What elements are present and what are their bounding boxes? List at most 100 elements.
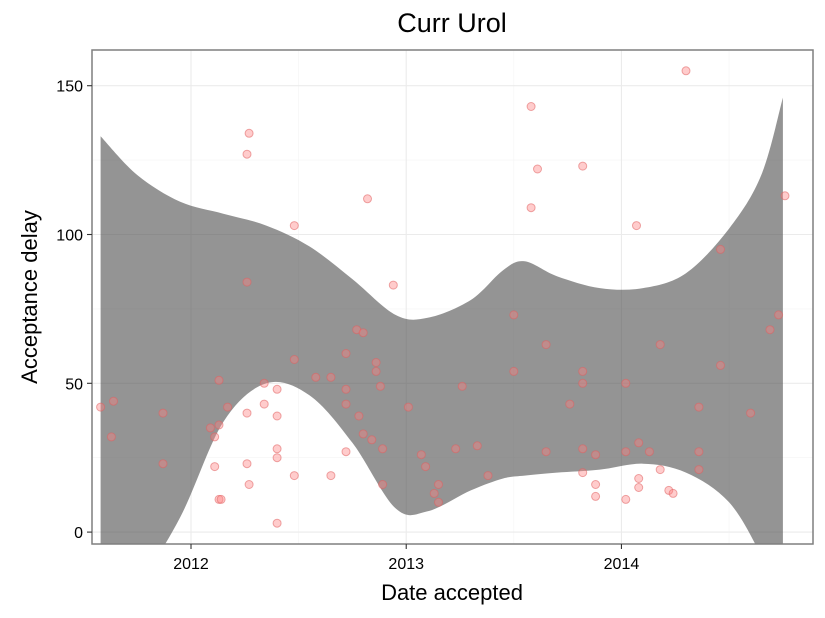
data-point [621,494,631,504]
data-point [434,480,443,489]
data-point [214,494,224,504]
data-point [223,402,233,412]
data-point [533,164,542,174]
data-point [341,349,351,358]
data-point [326,372,336,382]
data-point [694,447,704,457]
data-point [578,468,588,478]
data-point [205,423,215,433]
data-point [541,447,551,457]
data-point [472,441,482,451]
data-point [158,459,168,469]
data-point [378,444,388,454]
data-point [244,128,254,138]
x-axis-title: Date accepted [381,580,523,605]
data-point [259,399,269,409]
panel-border [91,49,814,545]
data-point [272,518,282,528]
confidence-band-layer [100,97,783,544]
data-point [429,488,439,498]
data-point [451,444,461,454]
data-point [634,438,644,448]
x-tick-label: 2014 [604,556,640,573]
data-point [96,402,106,412]
data-point [774,310,784,320]
data-point [765,325,775,335]
data-point [632,221,641,231]
data-point [272,384,282,394]
data-point [780,191,790,201]
data-point [242,149,252,159]
x-axis: 2012 2013 2014 [173,544,639,573]
data-point [591,491,601,501]
data-point [289,221,299,231]
data-point [434,497,443,507]
data-point [272,444,282,454]
data-point [694,402,704,412]
data-point [363,194,372,204]
data-point [716,360,725,370]
data-point [509,310,519,320]
data-point [565,399,575,409]
data-point [216,494,226,504]
data-point [272,411,282,421]
x-tick-label: 2013 [388,556,424,573]
data-point [591,450,601,460]
data-point [457,381,467,391]
data-point [541,340,551,350]
y-axis: 0 50 100 150 [56,79,92,542]
data-point [214,375,224,385]
data-point [214,420,224,430]
data-point [311,372,321,382]
data-point [242,408,252,418]
data-point [655,340,665,350]
data-point [644,447,654,457]
data-point [354,411,364,421]
data-point [421,462,431,472]
data-point [578,366,588,376]
y-tick-label: 150 [56,79,83,96]
confidence-band [100,97,783,544]
data-point [746,408,756,418]
y-axis-title: Acceptance delay [17,210,42,384]
data-point [109,396,118,406]
data-point [242,459,252,469]
data-point [158,408,168,418]
data-points [96,66,790,528]
data-point [416,450,426,460]
data-point [375,381,385,391]
data-point [242,277,252,287]
data-point [634,483,644,492]
data-point [341,447,351,457]
data-point [341,399,351,409]
data-point [509,366,519,376]
y-tick-label: 50 [65,376,83,393]
data-point [634,474,644,483]
data-point [244,480,254,489]
data-point [403,402,413,412]
x-tick-label: 2012 [173,556,209,573]
data-point [578,161,588,171]
data-point [694,465,704,475]
data-point [210,462,220,472]
data-point [526,203,536,213]
data-point [358,429,368,439]
data-point [483,471,493,481]
data-point [358,328,368,338]
data-point [655,465,665,475]
data-point [591,480,601,489]
data-point [621,378,631,388]
data-point [272,453,282,463]
data-point [106,432,116,442]
data-point [367,435,377,445]
data-point [668,488,678,498]
data-point [371,366,381,376]
data-point [621,447,631,457]
data-point [578,378,588,388]
data-point [578,444,588,454]
data-point [526,102,536,111]
data-point [259,378,269,388]
chart-title: Curr Urol [397,8,507,38]
data-point [716,244,725,254]
